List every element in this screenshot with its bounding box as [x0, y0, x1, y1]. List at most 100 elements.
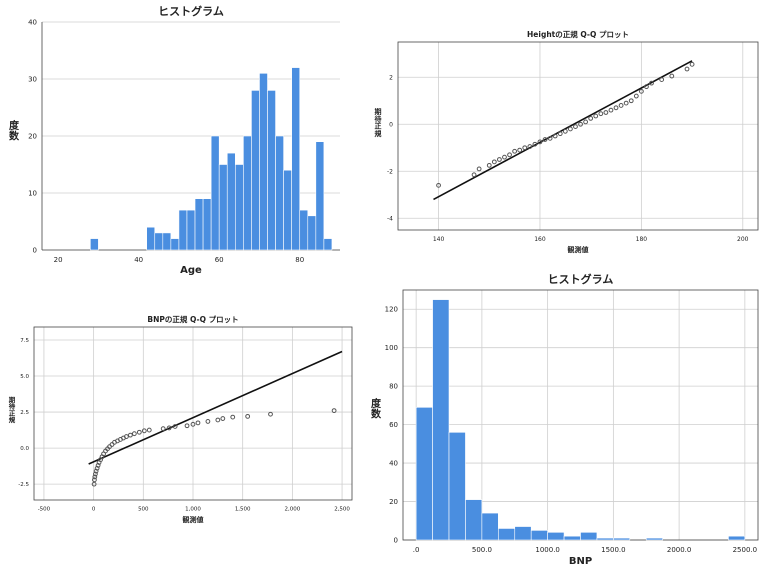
data-point — [562, 128, 568, 134]
data-point — [623, 100, 629, 106]
data-point — [166, 425, 172, 431]
histogram-bar — [243, 135, 252, 251]
y-tick-label: 7.5 — [20, 338, 29, 344]
data-point — [136, 429, 142, 435]
y-tick-label: 40 — [28, 18, 37, 26]
y-axis-label: 期待正規 — [9, 395, 16, 424]
data-point — [94, 465, 100, 471]
histogram-bar — [307, 215, 317, 251]
data-point — [476, 166, 482, 172]
y-tick-label: 40 — [389, 460, 398, 468]
histogram-bar — [728, 535, 746, 541]
histogram-bar — [259, 73, 268, 251]
y-tick-label: 30 — [28, 75, 37, 83]
data-point — [146, 427, 152, 433]
data-point — [268, 411, 273, 417]
x-axis-label: 観測値 — [183, 515, 204, 524]
x-tick-label: 200 — [737, 236, 749, 243]
y-tick-label: -2 — [387, 168, 393, 175]
chart-title: Heightの正規 Q-Q プロット — [527, 29, 629, 39]
bnp-qq-plot: -2.5 0.0 2.5 5.0 7.5 -500 0 500 1,000 1,500 2,000 2… — [9, 314, 353, 524]
histogram-bar — [448, 432, 466, 541]
data-point — [588, 115, 594, 121]
histogram-bar — [178, 209, 188, 251]
data-point — [532, 141, 538, 147]
data-point — [131, 431, 137, 437]
data-point — [220, 416, 226, 421]
histogram-bar — [481, 512, 499, 541]
data-point — [497, 157, 502, 162]
plot-frame — [33, 326, 353, 501]
histogram-bar — [194, 198, 204, 251]
histogram-bar — [547, 532, 565, 541]
data-point — [689, 61, 695, 67]
x-tick-label: 2000.0 — [667, 546, 692, 554]
histogram-bar — [146, 226, 156, 251]
histogram-bar — [251, 90, 260, 251]
x-tick-label: 2,000 — [285, 507, 301, 513]
histogram-bar — [514, 526, 532, 541]
data-point — [573, 124, 578, 129]
y-axis-label-glyph: 度 — [9, 119, 20, 132]
data-point — [141, 428, 147, 434]
data-point — [245, 413, 251, 419]
data-point — [160, 426, 166, 432]
histogram-bar — [170, 238, 180, 251]
y-axis-label-glyph: 期 — [9, 395, 16, 404]
histogram-bar — [291, 67, 301, 251]
x-axis-label: BNP — [569, 556, 592, 567]
plot-frame — [397, 41, 759, 231]
data-point — [190, 421, 196, 427]
histogram-bar — [226, 152, 236, 251]
histogram-bar — [154, 232, 164, 251]
data-point — [127, 432, 133, 438]
x-tick-label: 60 — [215, 256, 224, 264]
y-tick-label: 120 — [385, 306, 398, 314]
y-axis-label-glyph: 期 — [375, 107, 382, 116]
histogram-bar — [275, 135, 284, 251]
data-point — [195, 420, 201, 426]
y-tick-label: 100 — [385, 344, 398, 352]
histogram-bar — [465, 499, 483, 541]
data-point — [628, 98, 634, 104]
y-axis-label-glyph: 規 — [375, 129, 382, 138]
data-point — [603, 110, 609, 115]
data-point — [91, 481, 97, 487]
data-point — [598, 111, 604, 117]
histogram-bar — [218, 164, 228, 251]
y-tick-label: 0 — [389, 121, 393, 128]
x-tick-label: 1,500 — [235, 507, 251, 513]
y-axis-label-glyph: 数 — [371, 407, 382, 420]
y-tick-label: -4 — [387, 215, 393, 222]
data-point — [537, 139, 543, 145]
x-tick-label: 180 — [636, 236, 648, 243]
y-tick-label: 5.0 — [20, 374, 29, 380]
data-point — [547, 135, 553, 141]
data-point — [205, 419, 211, 424]
data-point — [486, 162, 492, 168]
histogram-bar — [267, 90, 276, 251]
chart-title: ヒストグラム — [548, 272, 614, 286]
histogram-bar — [210, 135, 220, 251]
x-axis-label: Age — [180, 265, 202, 276]
x-axis-label: 観測値 — [568, 245, 589, 254]
y-axis-label-glyph: 数 — [9, 129, 20, 142]
histogram-bar — [186, 209, 196, 251]
x-tick-label: 2500.0 — [733, 546, 758, 554]
chart-title: ヒストグラム — [158, 4, 224, 18]
histogram-bar — [162, 232, 172, 251]
data-point — [527, 144, 533, 149]
data-point — [124, 434, 129, 439]
y-tick-label: 0 — [394, 536, 398, 544]
data-point — [578, 121, 583, 127]
data-point — [92, 474, 98, 480]
data-point — [517, 147, 523, 153]
histogram-bar — [563, 535, 581, 541]
data-point — [593, 113, 599, 119]
histogram-bar — [613, 537, 631, 541]
data-point — [92, 477, 97, 483]
x-tick-label: 1500.0 — [601, 546, 626, 554]
y-tick-label: 60 — [389, 421, 398, 429]
